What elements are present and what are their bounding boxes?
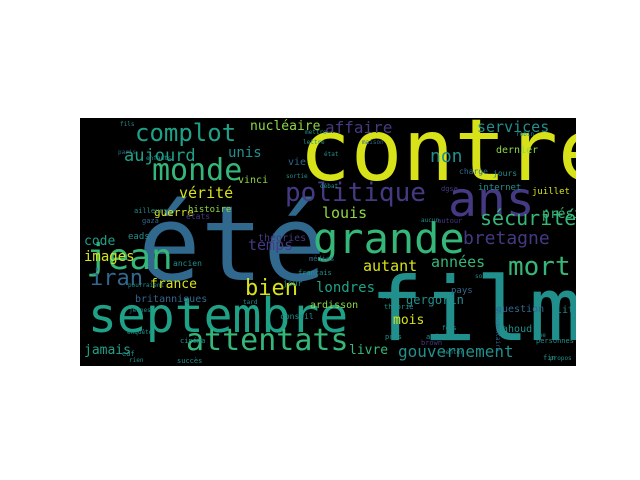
word-dgse: dgse bbox=[441, 185, 458, 193]
word-succes: succès bbox=[177, 357, 203, 365]
word-jean: jean bbox=[86, 237, 173, 278]
word-theorie: théorie bbox=[384, 303, 414, 311]
word-fin: fin bbox=[543, 354, 556, 362]
word-code: code bbox=[84, 234, 116, 249]
word-edf: edf bbox=[122, 350, 135, 358]
word-rien: rien bbox=[129, 357, 144, 364]
word-livre: livre bbox=[349, 343, 389, 358]
word-litvinenko: litvinenko bbox=[556, 305, 576, 316]
word-histoire: histoire bbox=[188, 205, 232, 215]
word-iran: iran bbox=[90, 266, 143, 291]
word-americain: américain bbox=[426, 333, 464, 341]
word-vinci: vinci bbox=[238, 175, 269, 186]
word-politique: politique bbox=[285, 178, 426, 208]
word-lettre: lettre bbox=[303, 139, 325, 146]
word-bien: bien bbox=[245, 276, 298, 301]
word-soir: soir bbox=[475, 273, 490, 280]
word-personnes: personnes bbox=[536, 337, 574, 345]
word-jamais: jamais bbox=[84, 343, 131, 358]
word-sortie: sortie bbox=[286, 173, 308, 180]
word-dernier: dernier bbox=[496, 145, 539, 156]
word-enfants: enfants bbox=[146, 155, 172, 162]
word-affaire: affaire bbox=[325, 118, 393, 137]
word-louis: louis bbox=[322, 204, 368, 222]
word-ancien: ancien bbox=[173, 259, 202, 268]
word-gouvernement: gouvernement bbox=[398, 342, 514, 361]
word-non: non bbox=[430, 146, 463, 167]
word-services: services bbox=[477, 118, 550, 136]
word-jour: jour bbox=[283, 279, 303, 288]
word-tard: tard bbox=[243, 299, 258, 306]
word-maison: maison bbox=[362, 139, 384, 146]
word-juillet: juillet bbox=[532, 187, 570, 197]
word-septembre: septembre bbox=[88, 288, 349, 344]
word-temps: temps bbox=[248, 236, 294, 254]
word-france: france bbox=[150, 277, 197, 292]
word-brown: brown bbox=[421, 339, 443, 347]
word-verite: vérité bbox=[179, 184, 234, 202]
word-grande: grande bbox=[313, 214, 465, 263]
word-propos: propos bbox=[550, 355, 572, 362]
word-ans: ans bbox=[448, 172, 535, 228]
word-pourraient: pourraient bbox=[128, 282, 165, 289]
word-the: the bbox=[535, 332, 546, 339]
word-vie: vie bbox=[288, 157, 307, 168]
word-center: center bbox=[442, 349, 464, 356]
word-guerre: guerre bbox=[154, 206, 194, 219]
word-president: président bbox=[542, 207, 576, 222]
word-bretagne: bretagne bbox=[463, 228, 550, 249]
word-nucleaire: nucléaire bbox=[250, 119, 321, 134]
word-question: question bbox=[496, 304, 545, 315]
word-mois: mois bbox=[393, 313, 425, 328]
word-etats: états bbox=[186, 212, 211, 221]
word-fils: fils bbox=[120, 121, 135, 128]
word-medias: médias bbox=[309, 255, 335, 263]
word-cloud: contre film été septembre ans grande jea… bbox=[80, 118, 576, 366]
word-images: images bbox=[84, 249, 135, 265]
word-complot: complot bbox=[135, 119, 237, 147]
word-mettre: mettre bbox=[305, 129, 327, 136]
word-fois: fois bbox=[442, 325, 457, 332]
word-lahoud: lahoud bbox=[496, 324, 533, 335]
word-eads: eads bbox=[128, 232, 150, 242]
word-etat: état bbox=[324, 151, 339, 158]
word-gergorin: gergorin bbox=[406, 293, 464, 307]
word-autant: autant bbox=[363, 257, 418, 275]
word-securite: sécurité bbox=[480, 206, 576, 230]
word-jeunes: jeunes bbox=[129, 307, 151, 314]
word-documentaire: documentaire bbox=[494, 308, 501, 352]
word-robin: robin bbox=[516, 131, 535, 138]
word-charge: charge bbox=[459, 167, 488, 176]
word-attentats: attentats bbox=[186, 323, 349, 358]
word-unis: unis bbox=[228, 145, 262, 161]
word-debat: débat bbox=[320, 183, 339, 190]
word-conseil: conseil bbox=[280, 312, 314, 321]
word-monde: monde bbox=[152, 153, 243, 188]
word-ardisson: ardisson bbox=[310, 300, 359, 311]
word-faut: faut bbox=[381, 293, 398, 301]
word-jours: jours bbox=[493, 169, 518, 178]
word-mort: mort bbox=[508, 252, 571, 282]
word-enquete: enquête bbox=[127, 329, 153, 336]
word-pays: pays bbox=[451, 286, 473, 296]
word-londres: londres bbox=[316, 280, 376, 296]
word-francais: français bbox=[298, 269, 332, 277]
word-theories: théories bbox=[258, 233, 307, 244]
word-ete: été bbox=[138, 183, 326, 305]
word-cinema: cinéma bbox=[180, 337, 206, 345]
word-aujourd: aujourd bbox=[124, 146, 196, 166]
word-contre: contre bbox=[299, 118, 576, 201]
word-film: film bbox=[370, 258, 576, 361]
word-ailleurs: ailleurs bbox=[134, 207, 168, 215]
word-gaza: gaza bbox=[142, 217, 159, 225]
word-autour: autour bbox=[437, 217, 463, 225]
word-pris: pris bbox=[385, 333, 402, 341]
word-paris: paris bbox=[118, 149, 137, 156]
word-aucun: aucun bbox=[421, 217, 440, 224]
word-internet: internet bbox=[478, 183, 522, 193]
word-annees: années bbox=[431, 253, 486, 271]
word-britanniques: britanniques bbox=[135, 294, 208, 305]
